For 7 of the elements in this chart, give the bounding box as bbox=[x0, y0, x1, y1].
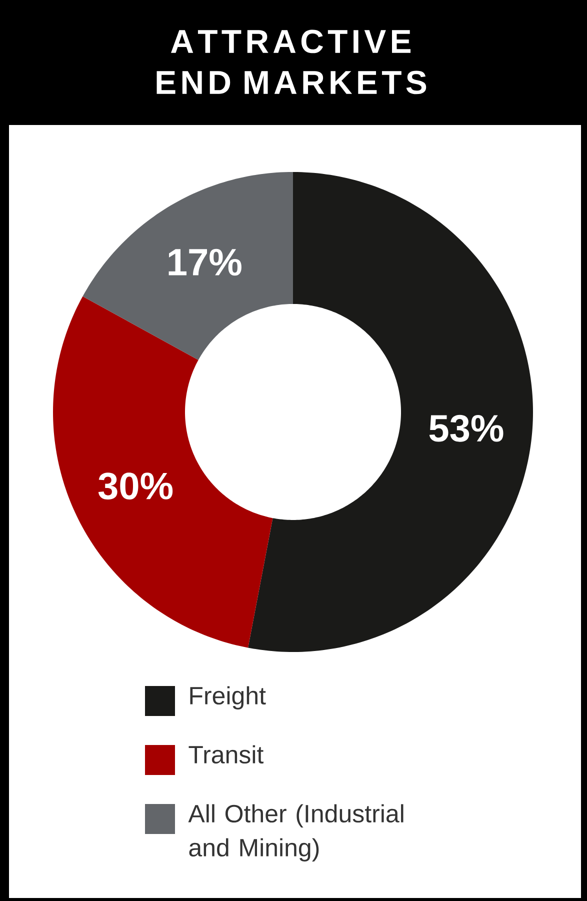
legend-label: All Other (Industrial and Mining) bbox=[188, 804, 404, 862]
data-label: 17% bbox=[168, 248, 242, 276]
data-label: 30% bbox=[98, 472, 173, 500]
legend-label: Freight bbox=[190, 686, 266, 710]
legend-label: Transit bbox=[188, 745, 264, 764]
data-label: 53% bbox=[429, 414, 504, 442]
chart-title: ATTRACTIVE END MARKETS bbox=[156, 30, 426, 94]
